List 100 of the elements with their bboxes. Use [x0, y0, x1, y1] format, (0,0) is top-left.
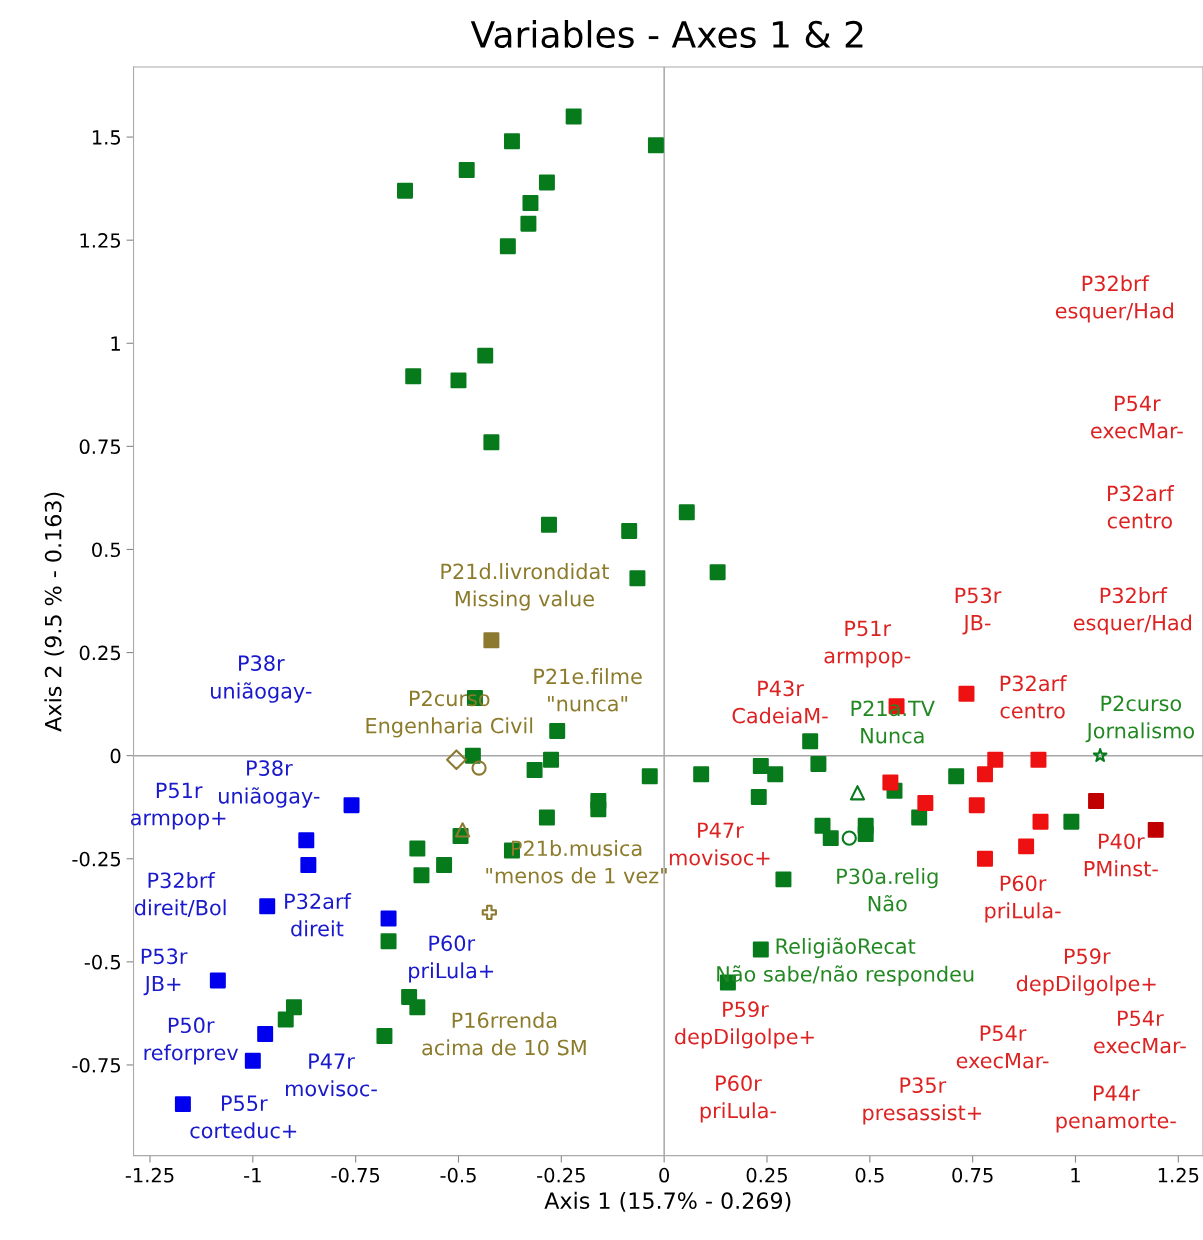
point — [343, 797, 360, 814]
point — [409, 999, 426, 1016]
point — [464, 747, 481, 764]
y-tick-label: -0.75 — [72, 1057, 121, 1073]
y-tick-label: 0.5 — [92, 542, 121, 558]
point — [752, 757, 769, 774]
annotation: P53r JB- — [955, 587, 1002, 635]
point — [693, 766, 710, 783]
annotation: P60r priLula- — [985, 875, 1061, 923]
point — [849, 785, 866, 801]
x-tick-label: 1 — [1071, 1168, 1080, 1183]
point — [911, 809, 928, 826]
point — [257, 1026, 274, 1043]
annotation: P47r movisoc- — [286, 1053, 377, 1097]
point — [802, 733, 819, 750]
point — [540, 516, 557, 533]
point — [446, 749, 467, 771]
x-tick-label: -1.25 — [125, 1167, 174, 1183]
point — [499, 238, 516, 255]
annotation: P32arf centro — [1000, 675, 1067, 719]
annotation: P44r penamorte- — [1056, 1085, 1176, 1133]
y-tick-label: 1.25 — [80, 233, 121, 248]
point — [629, 570, 646, 587]
point — [209, 972, 226, 989]
y-tick-label: -0.5 — [84, 954, 121, 970]
annotation: P30a.relig Não — [837, 868, 938, 912]
annotation: P2curso Jornalismo — [1085, 695, 1194, 743]
point — [977, 850, 993, 867]
x-tick-label: -0.25 — [537, 1167, 585, 1183]
point — [948, 768, 965, 785]
point — [1063, 813, 1080, 830]
point — [380, 933, 397, 950]
point — [1147, 821, 1164, 838]
point — [987, 751, 1004, 768]
point — [1018, 838, 1035, 855]
annotation: P32brf direit/Bol — [134, 872, 226, 918]
point — [409, 840, 426, 857]
annotation: P50r reforprev — [144, 1017, 239, 1065]
point — [503, 133, 520, 150]
point — [244, 1052, 261, 1069]
annotation: P35r presassist+ — [863, 1077, 982, 1125]
x-axis-title: Axis 1 (15.7% - 0.269) — [544, 1191, 791, 1212]
point — [413, 867, 430, 884]
y-tick-label: 0 — [110, 748, 121, 764]
point — [259, 898, 276, 915]
point — [958, 685, 975, 702]
point — [767, 766, 784, 783]
annotation: P51r armpop- — [824, 620, 911, 668]
x-tick-label: 0.5 — [855, 1167, 884, 1183]
point — [678, 504, 695, 521]
point — [300, 856, 317, 873]
point — [543, 751, 560, 768]
point — [775, 871, 792, 888]
point — [1088, 793, 1105, 810]
point — [1030, 751, 1047, 768]
annotation: P59r depDilgolpe+ — [1016, 948, 1156, 996]
point — [709, 564, 726, 581]
point — [1092, 748, 1108, 763]
chart-title: Variables - Axes 1 & 2 — [470, 20, 863, 49]
y-axis-title: Axis 2 (9.5 % - 0.163) — [44, 492, 65, 732]
point — [380, 910, 397, 927]
point — [522, 195, 539, 212]
point — [405, 368, 422, 385]
point — [647, 137, 664, 154]
point — [471, 760, 487, 776]
annotation: P21e.filme "nunca" — [534, 668, 642, 712]
point — [822, 830, 839, 847]
annotation: P38r uniãogay- — [219, 760, 320, 808]
annotation: P16rrenda acima de 10 SM — [422, 1011, 586, 1056]
point — [641, 768, 658, 785]
annotation: P54r execMar- — [1091, 395, 1183, 439]
point — [397, 182, 413, 199]
point — [977, 766, 993, 783]
x-tick-label: 0.75 — [952, 1167, 993, 1183]
point — [841, 830, 857, 846]
point — [526, 762, 543, 779]
point — [810, 755, 827, 772]
point — [917, 795, 934, 812]
annotation: P32brf esquer/Had — [1073, 587, 1192, 635]
annotation: P55r corteduc+ — [190, 1095, 297, 1139]
point — [450, 372, 467, 389]
point — [477, 347, 494, 364]
x-tick-label: 0.25 — [746, 1167, 787, 1183]
point — [376, 1028, 393, 1045]
point — [458, 162, 475, 179]
annotation: P32arf direit — [285, 893, 352, 937]
x-tick-label: 1.25 — [1158, 1167, 1199, 1183]
x-tick-label: -1 — [244, 1168, 261, 1183]
annotation: P47r movisoc+ — [669, 822, 770, 866]
point — [285, 999, 302, 1016]
annotation: P60r priLula+ — [409, 935, 494, 983]
point — [483, 632, 500, 649]
point — [454, 822, 471, 838]
y-tick-label: -0.25 — [72, 851, 121, 867]
annotation: P32arf centro — [1107, 485, 1175, 529]
annotation: P59r depDilgolpe+ — [675, 1001, 814, 1049]
point — [538, 174, 555, 191]
annotation: P43r CadeiaM- — [732, 680, 828, 724]
point — [968, 797, 985, 814]
point — [882, 774, 899, 791]
